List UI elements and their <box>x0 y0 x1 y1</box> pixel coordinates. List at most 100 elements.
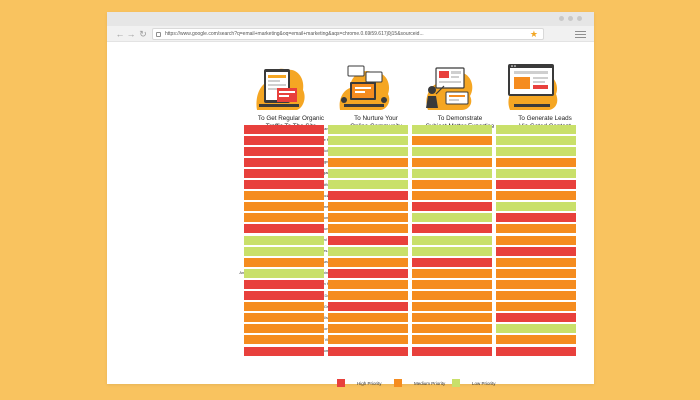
reload-icon[interactable]: ↻ <box>139 29 147 39</box>
priority-cell-high <box>496 213 576 223</box>
priority-cell-low <box>496 146 576 156</box>
priority-cell-medium <box>244 335 324 345</box>
legend-item-medium: Medium Priority <box>394 379 445 387</box>
priority-cell-low <box>244 246 324 256</box>
priority-cell-low <box>328 180 408 189</box>
window-dot-icon[interactable] <box>559 16 564 21</box>
priority-cell-medium <box>328 291 408 300</box>
legend-item-high: High Priority <box>337 379 382 387</box>
priority-cell-high <box>328 346 408 356</box>
priority-cell-medium <box>244 302 324 312</box>
priority-cell-low <box>328 124 408 134</box>
priority-cell-low <box>412 246 492 256</box>
priority-cell-low <box>496 168 576 178</box>
priority-cell-high <box>244 224 324 234</box>
back-arrow-icon[interactable]: ← <box>115 29 125 39</box>
priority-cell-high <box>412 202 492 212</box>
priority-cell-medium <box>412 268 492 278</box>
priority-cell-high <box>412 257 492 267</box>
priority-cell-medium <box>412 135 492 145</box>
online-community-illustration-icon <box>339 65 390 110</box>
legend-label: High Priority <box>357 380 382 386</box>
priority-cell-medium <box>328 202 408 212</box>
row-label: Keyword Rich Content <box>305 148 344 154</box>
priority-cell-medium <box>412 313 492 323</box>
priority-cell-medium <box>244 313 324 323</box>
lock-icon <box>156 32 161 37</box>
legend-swatch <box>337 379 345 387</box>
priority-cell-low <box>244 235 324 245</box>
column-title-line: To Nurture Your <box>354 115 398 122</box>
browser-toolbar: ← → ↻ https://www.google.com/search?q=em… <box>107 26 594 42</box>
legend-label: Medium Priority <box>414 380 446 386</box>
priority-cell-medium <box>244 213 324 223</box>
priority-cell-high <box>328 235 408 245</box>
priority-cell-medium <box>496 291 576 300</box>
priority-cell-medium <box>328 279 408 289</box>
title-bar <box>107 12 594 26</box>
legend-item-low: Low Priority <box>452 379 496 387</box>
priority-cell-medium <box>328 313 408 323</box>
priority-cell-high <box>412 224 492 234</box>
priority-cell-medium <box>496 257 576 267</box>
priority-cell-low <box>496 124 576 134</box>
window-dot-icon[interactable] <box>577 16 582 21</box>
priority-cell-low <box>412 235 492 245</box>
star-icon[interactable]: ★ <box>529 29 538 39</box>
priority-cell-low <box>496 202 576 212</box>
column-title-line: To Generate Leads <box>518 115 572 122</box>
priority-cell-low <box>412 146 492 156</box>
priority-cell-medium <box>496 235 576 245</box>
priority-cell-high <box>328 302 408 312</box>
priority-cell-medium <box>496 302 576 312</box>
column-title-line: To Demonstrate <box>437 115 483 122</box>
priority-cell-medium <box>496 268 576 278</box>
window-controls <box>559 16 582 21</box>
priority-cell-high <box>244 124 324 134</box>
priority-cell-medium <box>412 180 492 189</box>
address-bar[interactable]: https://www.google.com/search?q=email+ma… <box>152 28 544 40</box>
priority-cell-high <box>244 346 324 356</box>
url-text[interactable]: https://www.google.com/search?q=email+ma… <box>165 31 424 37</box>
priority-cell-low <box>244 268 324 278</box>
priority-cell-low <box>496 324 576 334</box>
legend-swatch <box>394 379 402 387</box>
priority-cell-medium <box>496 279 576 289</box>
priority-cell-medium <box>412 191 492 201</box>
priority-cell-low <box>328 135 408 145</box>
legend-label: Low Priority <box>472 380 496 386</box>
priority-cell-high <box>244 180 324 189</box>
gated-content-illustration-icon <box>508 64 558 110</box>
priority-cell-high <box>244 146 324 156</box>
priority-cell-low <box>412 213 492 223</box>
priority-cell-medium <box>328 224 408 234</box>
priority-cell-high <box>244 157 324 167</box>
browser-window: ← → ↻ https://www.google.com/search?q=em… <box>107 12 594 387</box>
priority-cell-medium <box>496 224 576 234</box>
priority-cell-medium <box>412 335 492 345</box>
priority-cell-medium <box>244 257 324 267</box>
priority-cell-low <box>328 168 408 178</box>
legend-swatch <box>452 379 460 387</box>
priority-cell-low <box>412 168 492 178</box>
priority-cell-medium <box>412 302 492 312</box>
subject-expertise-illustration-icon <box>426 67 473 110</box>
priority-cell-medium <box>328 257 408 267</box>
priority-cell-medium <box>244 202 324 212</box>
priority-cell-high <box>412 346 492 356</box>
window-dot-icon[interactable] <box>568 16 573 21</box>
forward-arrow-icon[interactable]: → <box>126 29 136 39</box>
organic-traffic-illustration-icon <box>256 68 305 110</box>
priority-cell-medium <box>496 191 576 201</box>
priority-cell-high <box>496 346 576 356</box>
priority-cell-medium <box>328 324 408 334</box>
priority-cell-high <box>244 279 324 289</box>
priority-cell-medium <box>328 213 408 223</box>
priority-cell-high <box>496 246 576 256</box>
priority-cell-low <box>328 246 408 256</box>
priority-cell-high <box>496 180 576 189</box>
priority-cell-high <box>328 268 408 278</box>
hamburger-menu-icon[interactable] <box>575 31 586 40</box>
priority-cell-medium <box>496 157 576 167</box>
priority-cell-medium <box>244 191 324 201</box>
